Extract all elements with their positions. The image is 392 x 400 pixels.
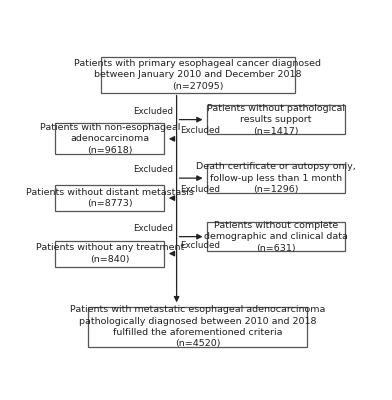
FancyBboxPatch shape bbox=[55, 240, 165, 267]
Text: Patients without distant metastasis
(n=8773): Patients without distant metastasis (n=8… bbox=[26, 188, 194, 208]
FancyBboxPatch shape bbox=[207, 164, 345, 193]
Text: Patients with metastatic esophageal adenocarcinoma
pathologically diagnosed betw: Patients with metastatic esophageal aden… bbox=[70, 305, 325, 348]
FancyBboxPatch shape bbox=[55, 185, 165, 211]
FancyBboxPatch shape bbox=[207, 105, 345, 134]
FancyBboxPatch shape bbox=[89, 307, 307, 347]
FancyBboxPatch shape bbox=[101, 57, 295, 93]
Text: Excluded: Excluded bbox=[134, 107, 174, 116]
FancyBboxPatch shape bbox=[207, 222, 345, 251]
FancyBboxPatch shape bbox=[55, 124, 165, 154]
Text: Patients with primary esophageal cancer diagnosed
between January 2010 and Decem: Patients with primary esophageal cancer … bbox=[74, 59, 321, 91]
Text: Patients with non-esophageal
adenocarcinoma
(n=9618): Patients with non-esophageal adenocarcin… bbox=[40, 123, 180, 155]
Text: Patients without any treatment
(n=840): Patients without any treatment (n=840) bbox=[36, 243, 184, 264]
Text: Patients without pathological
results support
(n=1417): Patients without pathological results su… bbox=[207, 104, 345, 136]
Text: Patients without complete
demographic and clinical data
(n=631): Patients without complete demographic an… bbox=[204, 221, 348, 253]
Text: Excluded: Excluded bbox=[180, 186, 220, 194]
Text: Excluded: Excluded bbox=[134, 166, 174, 174]
Text: Excluded: Excluded bbox=[134, 224, 174, 233]
Text: Excluded: Excluded bbox=[180, 126, 220, 135]
Text: Excluded: Excluded bbox=[180, 241, 220, 250]
Text: Death certificate or autopsy only,
follow-up less than 1 month
(n=1296): Death certificate or autopsy only, follo… bbox=[196, 162, 356, 194]
